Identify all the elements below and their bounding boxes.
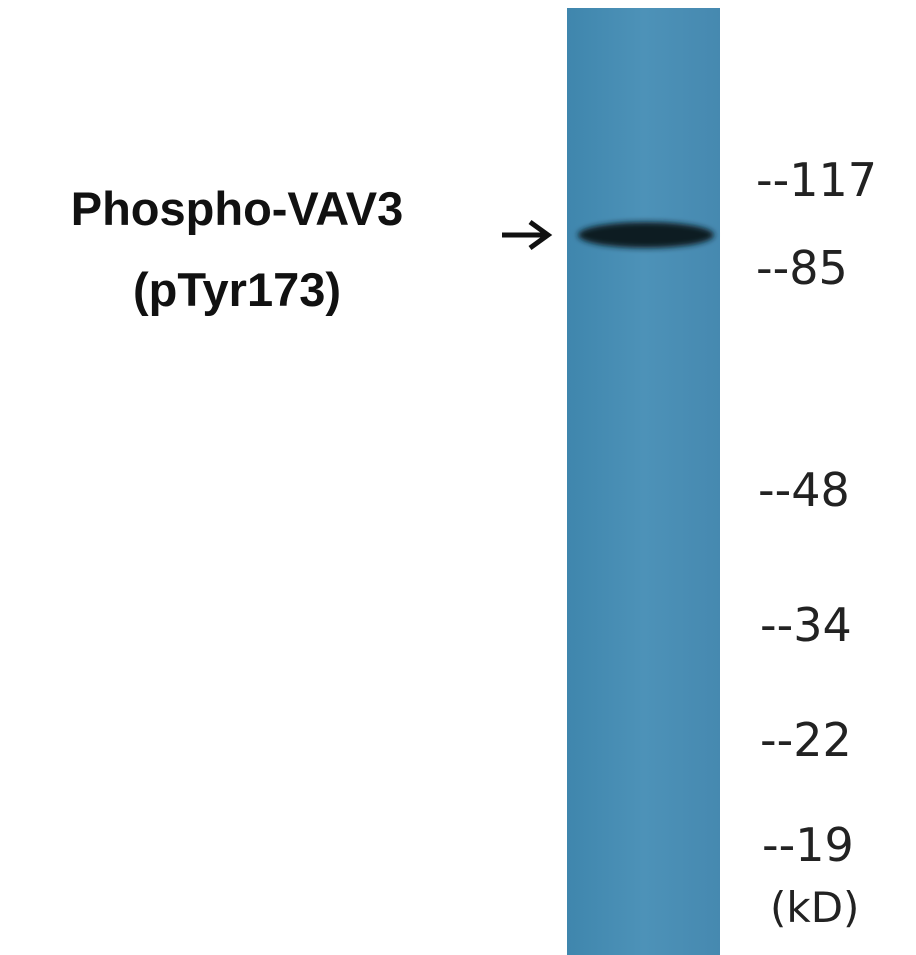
unit-label: (kD) (770, 883, 859, 932)
arrow (502, 222, 548, 248)
page: Phospho-VAV3 (pTyr173) --117 --85 --48 -… (0, 0, 916, 955)
protein-label: Phospho-VAV3 (71, 182, 404, 235)
marker-label: --19 (762, 818, 854, 872)
marker-label: --85 (756, 241, 848, 295)
marker-label: --34 (760, 598, 852, 652)
protein-band (578, 222, 714, 248)
protein-label: (pTyr173) (133, 263, 341, 316)
marker-label: --48 (758, 463, 850, 517)
marker-label: --117 (756, 153, 877, 207)
blot-figure: Phospho-VAV3 (pTyr173) --117 --85 --48 -… (0, 0, 916, 955)
marker-label: --22 (760, 713, 852, 767)
blot-lane (567, 8, 720, 955)
